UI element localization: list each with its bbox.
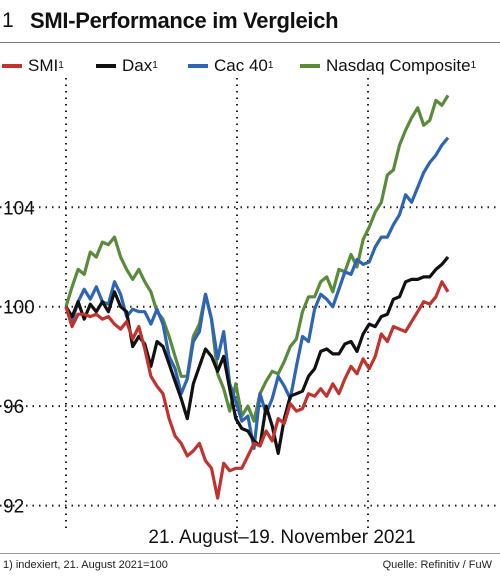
source-note: Quelle: Refinitiv / FuW (382, 559, 492, 571)
legend-label-smi: SMI (28, 56, 59, 75)
legend-label-nasdaq: Nasdaq Composite (326, 56, 471, 75)
legend-item-dax: Dax 1 (96, 56, 158, 76)
legend-swatch-smi (2, 64, 22, 68)
footnote: 1) indexiert, 21. August 2021=100 (3, 559, 168, 571)
figure-number: 1 (2, 9, 14, 32)
legend-swatch-cac (188, 64, 208, 68)
y-tick-label-92: 92 (3, 497, 24, 518)
chart-legend: SMI 1 Dax 1 Cac 40 1 Nasdaq Composite 1 (0, 56, 500, 78)
legend-label-cac: Cac 40 (214, 56, 268, 75)
y-tick-label-100: 100 (3, 298, 35, 319)
series-layer (64, 94, 450, 500)
title-row: 1 SMI-Performance im Vergleich (0, 0, 500, 40)
legend-item-nasdaq: Nasdaq Composite 1 (300, 56, 476, 76)
title-divider (0, 42, 500, 43)
legend-swatch-dax (96, 64, 116, 68)
series-line-smi (64, 280, 450, 500)
legend-swatch-nasdaq (300, 64, 320, 68)
legend-item-smi: SMI 1 (2, 56, 64, 76)
y-tick-label-104: 104 (3, 198, 35, 219)
grid-layer (0, 78, 500, 530)
x-axis-label: 21. August–19. November 2021 (148, 527, 415, 548)
chart-title: SMI-Performance im Vergleich (30, 8, 339, 33)
series-line-nasdaq (64, 94, 450, 423)
legend-label-dax: Dax (122, 56, 153, 75)
line-chart: 92 96 100 104 21. August–19. November 2021 (0, 78, 500, 548)
footer-divider (0, 553, 500, 554)
legend-item-cac: Cac 40 1 (188, 56, 273, 76)
series-line-cac (64, 136, 450, 450)
y-tick-label-96: 96 (3, 397, 24, 418)
tick-label-layer: 92 96 100 104 (3, 198, 35, 517)
